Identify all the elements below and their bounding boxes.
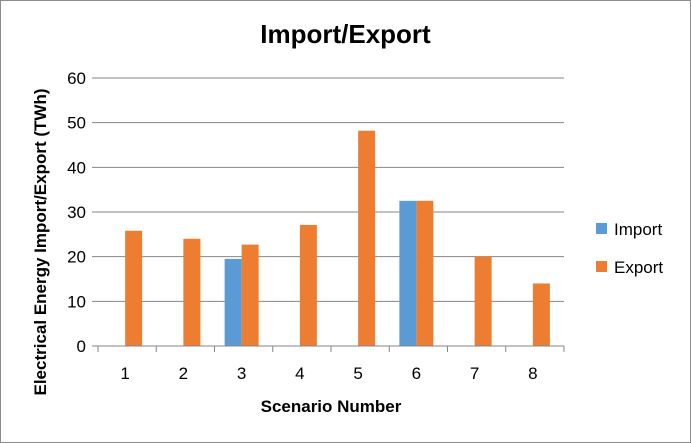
bar-export [474,256,492,346]
x-tick-label: 2 [179,364,188,383]
bar-export [299,224,317,346]
x-axis-title: Scenario Number [261,397,402,416]
y-axis-title: Electrical Energy Import/Export (TWh) [31,89,50,396]
bar-export [241,244,259,346]
y-tick-label: 40 [67,158,86,177]
legend-swatch-import [596,223,607,234]
x-tick-label: 1 [120,364,129,383]
legend-label-import: Import [614,220,662,239]
y-tick-label: 60 [67,69,86,88]
y-tick-label: 30 [67,203,86,222]
bar-export [532,283,550,346]
bar-import [399,200,417,346]
chart-title: Import/Export [260,19,431,49]
x-tick-label: 3 [237,364,246,383]
y-tick-label: 50 [67,114,86,133]
y-tick-label: 10 [67,292,86,311]
bar-export [358,130,376,346]
x-tick-label: 8 [528,364,537,383]
bar-export [183,238,201,346]
legend-label-export: Export [614,258,663,277]
legend-swatch-export [596,261,607,272]
y-tick-label: 0 [77,337,86,356]
x-tick-label: 5 [353,364,362,383]
bar-export [125,230,143,346]
x-tick-label: 6 [412,364,421,383]
bar-export [416,200,434,346]
y-tick-label: 20 [67,248,86,267]
x-tick-label: 4 [295,364,304,383]
x-tick-label: 7 [470,364,479,383]
bar-import [224,258,242,346]
